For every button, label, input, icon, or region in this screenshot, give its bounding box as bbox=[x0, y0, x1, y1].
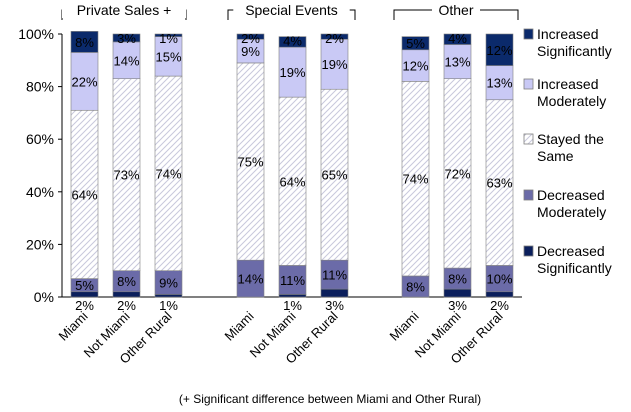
bar-segment bbox=[444, 289, 471, 297]
y-tick-label: 100% bbox=[18, 26, 54, 42]
y-tick-label: 20% bbox=[26, 236, 54, 252]
data-label: 19% bbox=[279, 65, 305, 80]
data-label: 65% bbox=[321, 168, 347, 183]
legend-swatch bbox=[524, 134, 533, 144]
data-label: 2% bbox=[241, 31, 260, 46]
legend-label: Increased bbox=[537, 26, 598, 42]
legend-label: Moderately bbox=[537, 204, 606, 220]
legend-label: Significantly bbox=[537, 43, 612, 59]
data-label: 74% bbox=[402, 172, 428, 187]
data-label: 4% bbox=[448, 31, 467, 46]
data-label: 64% bbox=[279, 174, 305, 189]
legend-label: Decreased bbox=[537, 187, 605, 203]
y-tick-label: 80% bbox=[26, 79, 54, 95]
data-label: 4% bbox=[283, 34, 302, 49]
legend-swatch bbox=[524, 246, 533, 256]
data-label: 12% bbox=[486, 43, 512, 58]
data-label: 8% bbox=[448, 272, 467, 287]
data-label: 19% bbox=[321, 57, 347, 72]
data-label: 2% bbox=[325, 31, 344, 46]
bar-segment bbox=[279, 294, 306, 297]
bar-segment bbox=[113, 292, 140, 297]
data-label: 72% bbox=[444, 166, 470, 181]
legend-swatch bbox=[524, 79, 533, 89]
data-label: 74% bbox=[155, 166, 181, 181]
data-label: 64% bbox=[71, 187, 97, 202]
x-tick-label: Miami bbox=[55, 308, 90, 343]
data-label: 5% bbox=[75, 278, 94, 293]
legend-label: Stayed the bbox=[537, 131, 604, 147]
legend-label: Same bbox=[537, 148, 574, 164]
data-label: 8% bbox=[75, 35, 94, 50]
legend-label: Significantly bbox=[537, 260, 612, 276]
data-label: 12% bbox=[402, 59, 428, 74]
legend-swatch bbox=[524, 190, 533, 200]
data-label: 8% bbox=[406, 279, 425, 294]
legend-label: Moderately bbox=[537, 93, 606, 109]
y-tick-label: 60% bbox=[26, 131, 54, 147]
y-tick-label: 0% bbox=[34, 289, 54, 305]
data-label: 15% bbox=[155, 49, 181, 64]
data-label: 13% bbox=[486, 76, 512, 91]
data-label: 9% bbox=[159, 276, 178, 291]
data-label: 10% bbox=[486, 272, 512, 287]
group-headers: Private Sales + Special Events Other bbox=[62, 2, 518, 20]
data-label: 13% bbox=[444, 55, 470, 70]
data-label: 11% bbox=[280, 273, 305, 288]
data-label: 75% bbox=[237, 155, 263, 170]
legend-swatch bbox=[524, 29, 533, 39]
x-tick-label: Miami bbox=[386, 308, 421, 343]
legend: IncreasedSignificantlyIncreasedModeratel… bbox=[524, 26, 612, 276]
data-label: 11% bbox=[322, 268, 347, 283]
bar-segment bbox=[486, 292, 513, 297]
data-label: 22% bbox=[71, 74, 97, 89]
y-tick-label: 40% bbox=[26, 184, 54, 200]
legend-label: Increased bbox=[537, 76, 598, 92]
legend-label: Decreased bbox=[537, 243, 605, 259]
data-label: 14% bbox=[237, 272, 263, 287]
data-label: 1% bbox=[159, 31, 178, 46]
data-label: 14% bbox=[113, 53, 139, 68]
group-label: Special Events bbox=[245, 2, 338, 18]
bar-segment bbox=[155, 294, 182, 297]
bar-segment bbox=[321, 289, 348, 297]
x-tick-label: Miami bbox=[221, 308, 256, 343]
data-label: 63% bbox=[486, 176, 512, 191]
group-label: Private Sales + bbox=[77, 2, 172, 18]
data-label: 3% bbox=[117, 31, 136, 46]
data-label: 73% bbox=[113, 168, 139, 183]
data-label: 9% bbox=[241, 44, 260, 59]
data-label: 5% bbox=[406, 36, 425, 51]
footnote: (+ Significant difference between Miami … bbox=[179, 392, 481, 406]
group-label: Other bbox=[438, 2, 473, 18]
data-label: 8% bbox=[117, 274, 136, 289]
